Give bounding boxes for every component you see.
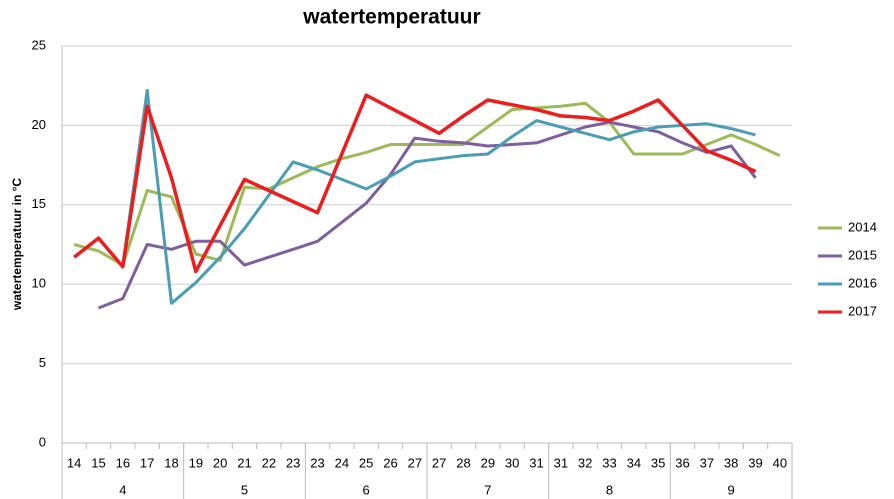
x-tick-label: 28 xyxy=(456,455,470,470)
group-label: 8 xyxy=(606,482,613,497)
series-line xyxy=(73,93,757,274)
x-tick-label: 27 xyxy=(408,455,422,470)
x-tick-label: 26 xyxy=(383,455,397,470)
x-tick-label: 31 xyxy=(529,455,543,470)
x-tick-label: 33 xyxy=(602,455,616,470)
x-tick-label: 22 xyxy=(262,455,276,470)
group-label: 7 xyxy=(484,482,491,497)
x-tick-label: 37 xyxy=(700,455,714,470)
x-tick-label: 36 xyxy=(675,455,689,470)
x-tick-label: 15 xyxy=(91,455,105,470)
x-tick-label: 39 xyxy=(748,455,762,470)
x-tick-label: 16 xyxy=(116,455,130,470)
series-line xyxy=(121,89,756,305)
x-tick-label: 32 xyxy=(578,455,592,470)
x-tick-label: 31 xyxy=(554,455,568,470)
y-tick-label: 20 xyxy=(32,117,46,132)
legend-label: 2017 xyxy=(848,303,877,318)
x-tick-label: 35 xyxy=(651,455,665,470)
x-tick-label: 25 xyxy=(359,455,373,470)
x-tick-label: 18 xyxy=(164,455,178,470)
y-tick-label: 10 xyxy=(32,276,46,291)
x-tick-label: 24 xyxy=(335,455,349,470)
legend-label: 2016 xyxy=(848,275,877,290)
group-label: 5 xyxy=(241,482,248,497)
x-tick-label: 29 xyxy=(481,455,495,470)
series-line xyxy=(73,101,781,267)
y-axis-label: watertemperatuur in °C xyxy=(10,178,24,311)
x-tick-label: 40 xyxy=(773,455,787,470)
y-tick-label: 0 xyxy=(39,434,46,449)
x-tick-label: 17 xyxy=(140,455,154,470)
group-label: 6 xyxy=(363,482,370,497)
legend-label: 2014 xyxy=(848,219,877,234)
group-label: 4 xyxy=(119,482,126,497)
y-tick-label: 15 xyxy=(32,196,46,211)
x-tick-label: 38 xyxy=(724,455,738,470)
y-tick-label: 25 xyxy=(32,37,46,52)
x-tick-label: 23 xyxy=(310,455,324,470)
x-tick-label: 30 xyxy=(505,455,519,470)
x-tick-label: 21 xyxy=(237,455,251,470)
x-tick-label: 27 xyxy=(432,455,446,470)
x-tick-label: 20 xyxy=(213,455,227,470)
y-tick-label: 5 xyxy=(39,355,46,370)
x-tick-label: 23 xyxy=(286,455,300,470)
x-tick-label: 19 xyxy=(189,455,203,470)
x-tick-label: 14 xyxy=(67,455,81,470)
chart-title: watertemperatuur xyxy=(302,6,480,29)
group-label: 9 xyxy=(728,482,735,497)
x-tick-label: 34 xyxy=(627,455,641,470)
legend-label: 2015 xyxy=(848,247,877,262)
